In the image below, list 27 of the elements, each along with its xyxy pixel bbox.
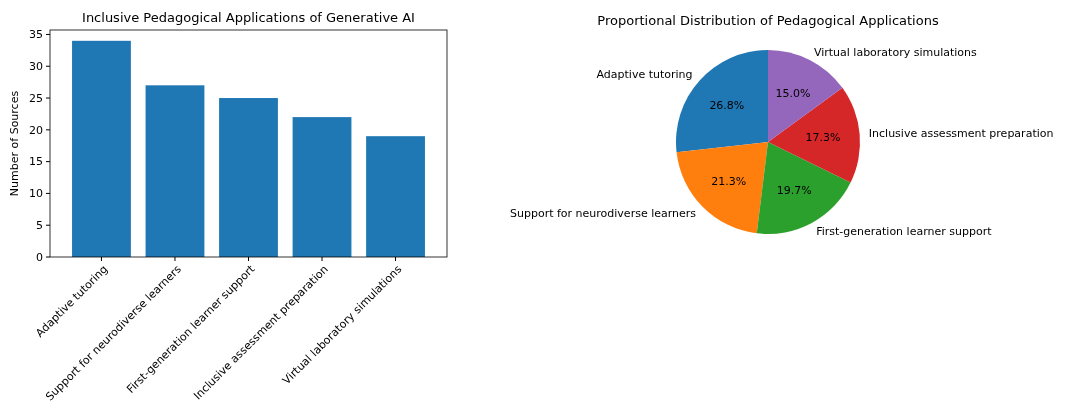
chart-title: Proportional Distribution of Pedagogical Applications <box>597 13 939 28</box>
data-label: 17.3% <box>805 131 841 145</box>
y-tick-label: 30 <box>29 60 43 74</box>
data-label: 26.8% <box>709 99 745 113</box>
bar <box>72 40 131 257</box>
data-label: 21.3% <box>711 174 747 188</box>
y-tick-label: 5 <box>36 219 43 233</box>
y-tick-label: 20 <box>29 123 43 137</box>
pie-slice <box>768 87 860 183</box>
slice-label: Inclusive assessment preparation <box>868 127 1054 141</box>
data-label: 15.0% <box>775 86 811 100</box>
y-tick-label: 15 <box>29 155 43 169</box>
slice-label: Support for neurodiverse learners <box>510 207 697 221</box>
slice-label: Adaptive tutoring <box>596 68 693 82</box>
slice-label: First-generation learner support <box>816 224 993 238</box>
chart-title: Inclusive Pedagogical Applications of Generative AI <box>82 10 415 25</box>
y-axis-title: Number of Sources <box>8 90 21 197</box>
bar <box>145 85 205 257</box>
y-tick-label: 0 <box>36 250 43 264</box>
y-tick-label: 10 <box>29 187 43 201</box>
y-tick-label: 25 <box>29 91 43 105</box>
bar <box>292 117 352 257</box>
bar <box>366 136 425 257</box>
data-label: 19.7% <box>776 184 812 198</box>
y-tick-label: 35 <box>29 28 43 42</box>
bar <box>219 98 278 257</box>
slice-label: Virtual laboratory simulations <box>813 45 978 59</box>
